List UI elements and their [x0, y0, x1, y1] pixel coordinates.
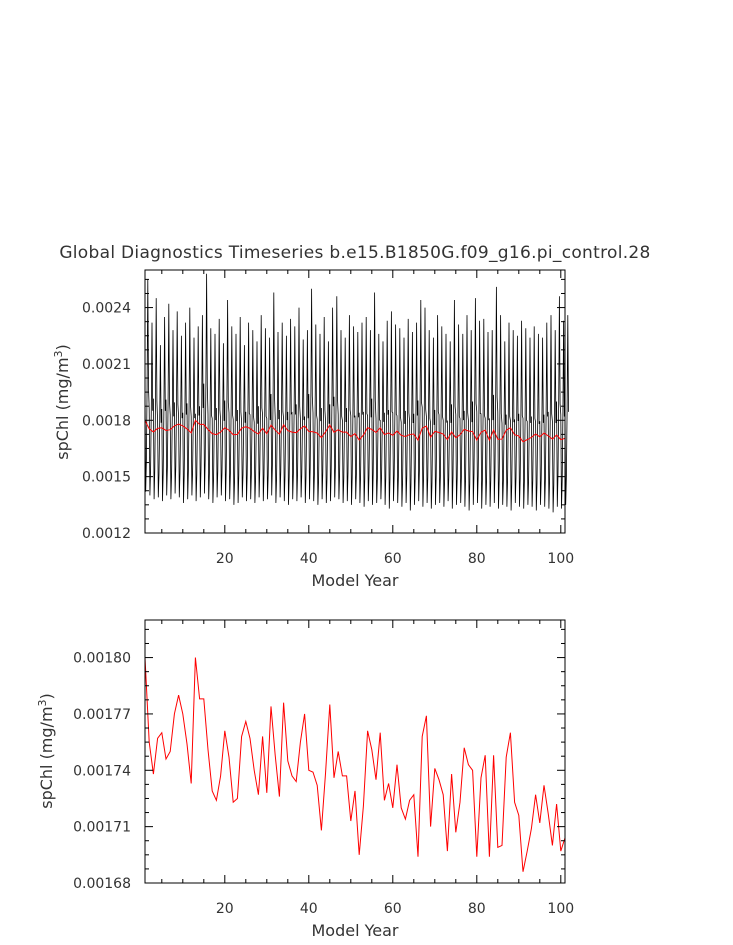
plot-frame-top — [144, 269, 566, 534]
y-tick-label-bottom: 0.00171 — [73, 820, 131, 836]
x-tick-label-top: 100 — [547, 551, 574, 567]
y-tick-label-top: 0.0018 — [82, 413, 131, 429]
x-axis-label-bottom: Model Year — [312, 921, 399, 940]
y-tick-label-top: 0.0015 — [82, 470, 131, 486]
x-tick-label-bottom: 60 — [384, 901, 402, 917]
plot-frame-bottom — [144, 619, 566, 884]
y-tick-label-bottom: 0.00174 — [73, 763, 131, 779]
y-tick-label-top: 0.0012 — [82, 526, 131, 542]
x-tick-label-bottom: 80 — [468, 901, 486, 917]
x-tick-label-top: 60 — [384, 551, 402, 567]
x-tick-label-bottom: 100 — [547, 901, 574, 917]
plot-area-top — [144, 273, 569, 513]
y-axis-label-bottom: spChl (mg/m3) — [36, 693, 56, 809]
x-tick-label-bottom: 40 — [300, 901, 318, 917]
y-tick-label-bottom: 0.00180 — [73, 651, 131, 667]
y-axis-label-top: spChl (mg/m3) — [52, 344, 72, 460]
y-tick-label-top: 0.0024 — [82, 301, 131, 317]
y-tick-label-top: 0.0021 — [82, 357, 131, 373]
plot-area-bottom — [144, 657, 566, 872]
y-tick-label-bottom: 0.00177 — [73, 707, 131, 723]
series-line-bottom-annual — [144, 657, 566, 872]
y-tick-label-bottom: 0.00168 — [73, 876, 131, 892]
series-line-top-annual — [144, 419, 566, 443]
x-tick-label-top: 80 — [468, 551, 486, 567]
x-tick-label-bottom: 20 — [216, 901, 234, 917]
x-axis-label-top: Model Year — [312, 571, 399, 590]
figure-title: Global Diagnostics Timeseries b.e15.B185… — [59, 243, 650, 263]
axis-ticks-top: 20 40 60 80 100 0.0012 0.0015 0.0018 0.0021 0.002… — [82, 270, 574, 567]
axis-ticks-bottom: 20 40 60 80 100 0.00168 0.00171 0.00174 0.00177 0… — [73, 620, 574, 917]
chart-panel-top: 20 40 60 80 100 0.0012 0.0015 0.0018 0.0021 0.002… — [52, 269, 574, 590]
x-tick-label-top: 40 — [300, 551, 318, 567]
x-tick-label-top: 20 — [216, 551, 234, 567]
chart-panel-bottom: 20 40 60 80 100 0.00168 0.00171 0.00174 0.00177 0… — [36, 619, 574, 940]
series-line-top-monthly — [144, 273, 569, 513]
